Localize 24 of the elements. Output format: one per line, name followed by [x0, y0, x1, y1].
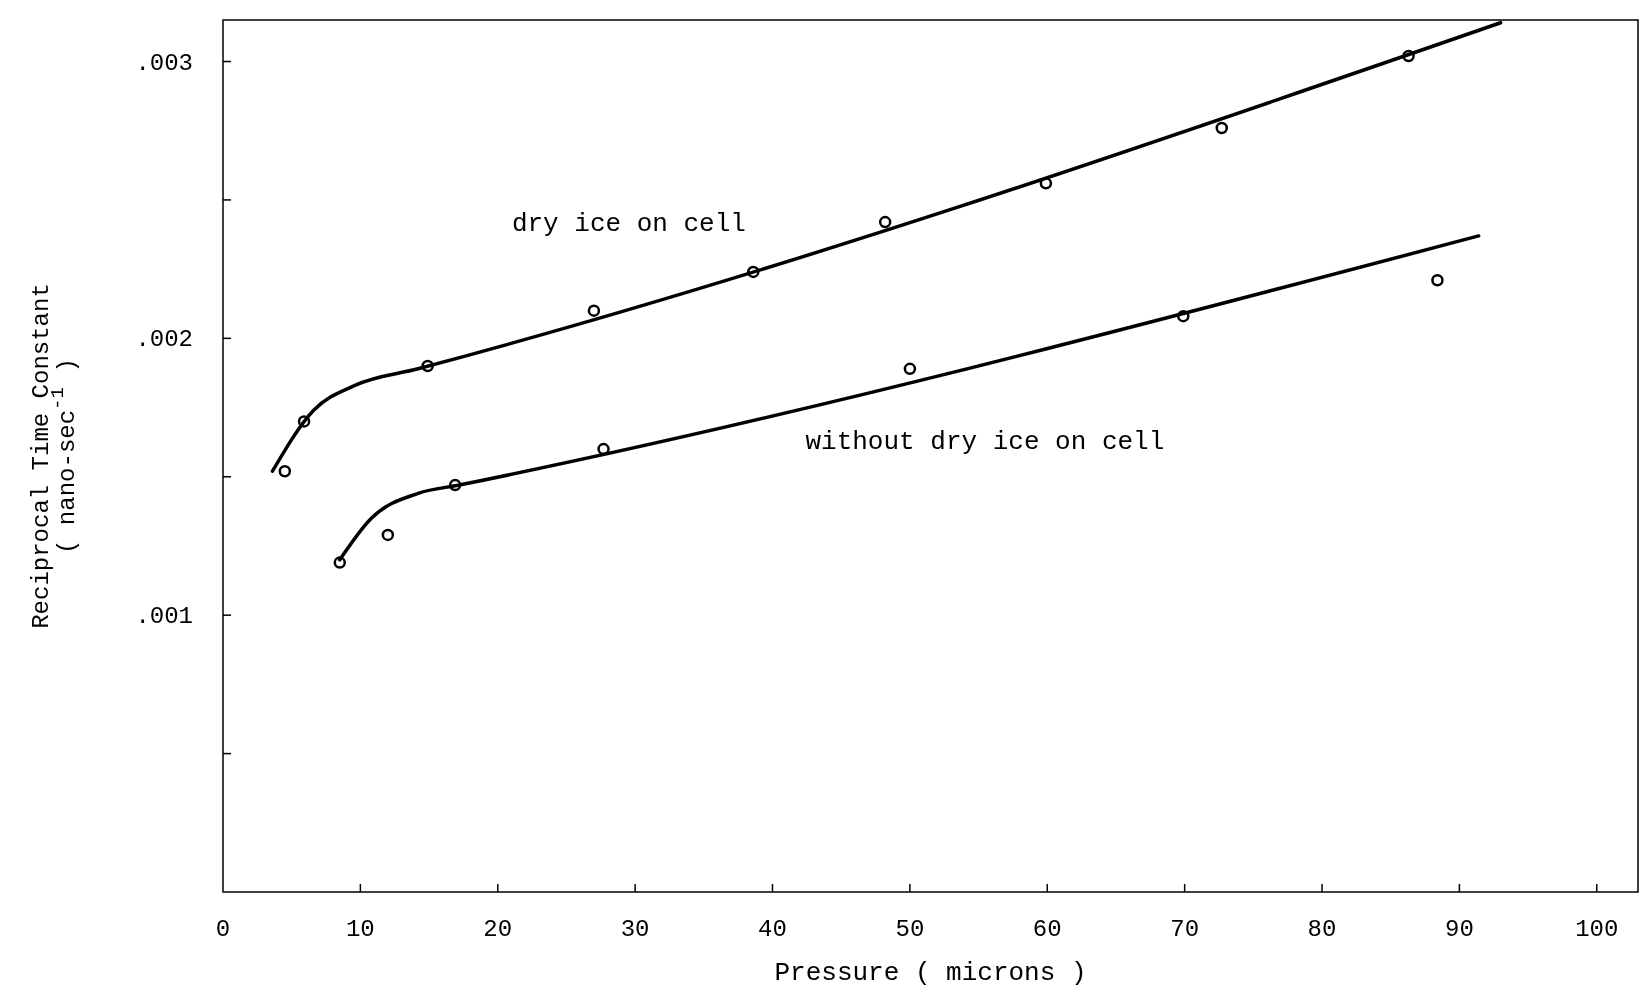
point	[903, 362, 917, 376]
annotation: without dry ice on cell	[805, 426, 1165, 457]
x-tick-label: 90	[1445, 916, 1474, 943]
x-tick-label: 100	[1575, 916, 1619, 943]
x-tick-label: 60	[1032, 916, 1062, 943]
y-tick-label: .002	[135, 326, 193, 354]
point	[381, 528, 395, 542]
x-tick-label: 30	[620, 916, 650, 943]
point	[878, 215, 892, 229]
x-tick-label: 40	[758, 916, 787, 943]
point	[278, 464, 292, 478]
x-tick-label: 50	[895, 916, 925, 943]
x-tick-label: 0	[215, 916, 231, 943]
point	[1431, 273, 1444, 287]
x-axis-title: Pressure ( microns )	[774, 958, 1087, 988]
x-tick-label: 20	[483, 916, 513, 943]
x-tick-label: 10	[345, 916, 375, 943]
y-tick-label: .001	[135, 603, 193, 631]
x-tick-label: 70	[1170, 916, 1200, 943]
point	[1215, 121, 1228, 135]
point	[587, 304, 601, 317]
annotation: dry ice on cell	[511, 208, 746, 239]
y-tick-label: .003	[135, 49, 193, 77]
x-tick-label: 80	[1307, 916, 1337, 943]
